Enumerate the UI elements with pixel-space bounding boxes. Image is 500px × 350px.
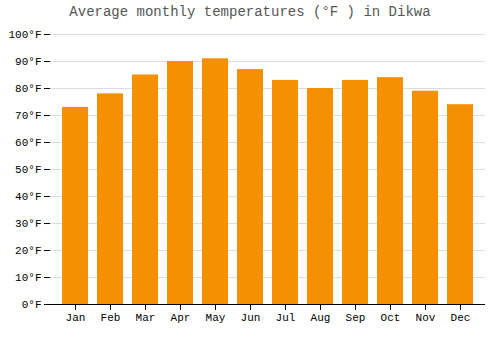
svg-text:May: May (206, 312, 226, 324)
svg-text:Aug: Aug (311, 312, 331, 324)
svg-text:Jan: Jan (66, 312, 86, 324)
svg-text:70°F: 70°F (15, 110, 41, 122)
svg-text:Jun: Jun (241, 312, 261, 324)
svg-text:20°F: 20°F (15, 245, 41, 257)
svg-text:Mar: Mar (136, 312, 156, 324)
svg-text:60°F: 60°F (15, 137, 41, 149)
svg-text:Sep: Sep (346, 312, 366, 324)
svg-text:0°F: 0°F (22, 299, 42, 311)
svg-text:80°F: 80°F (15, 83, 41, 95)
svg-text:Nov: Nov (416, 312, 436, 324)
svg-text:40°F: 40°F (15, 191, 41, 203)
svg-text:50°F: 50°F (15, 164, 41, 176)
html-text:Average monthly temperatures (: Average monthly temperatures (°F ) in Di… (69, 4, 431, 20)
svg-text:Apr: Apr (171, 312, 191, 324)
svg-text:Oct: Oct (381, 312, 401, 324)
svg-text:10°F: 10°F (15, 272, 41, 284)
svg-text:90°F: 90°F (15, 56, 41, 68)
svg-text:100°F: 100°F (8, 29, 41, 41)
svg-text:Feb: Feb (101, 312, 121, 324)
svg-text:30°F: 30°F (15, 218, 41, 230)
svg-text:Dec: Dec (451, 312, 471, 324)
svg-text:Jul: Jul (276, 312, 296, 324)
